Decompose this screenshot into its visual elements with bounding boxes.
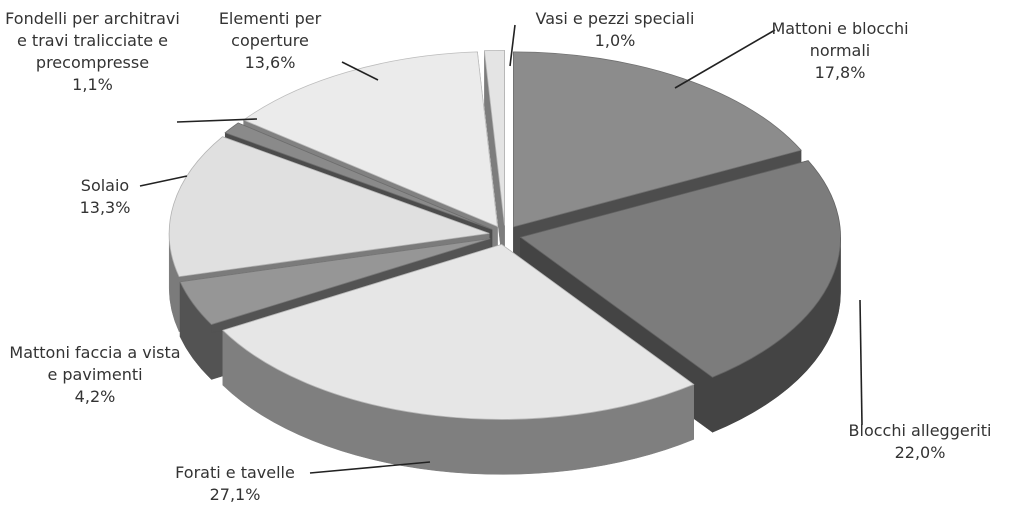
pie-slice <box>179 238 491 325</box>
label-name: Forati e tavelle <box>175 463 295 482</box>
label-name: Elementi per coperture <box>218 9 322 50</box>
leader-line <box>309 461 431 474</box>
slice-label: Forati e tavelle 27,1% <box>140 462 330 506</box>
leader-line <box>509 24 516 67</box>
label-value: 13,3% <box>79 198 131 217</box>
label-value: 13,6% <box>244 53 296 72</box>
pie-slice <box>483 49 505 226</box>
pie-slice <box>168 136 490 278</box>
label-name: Solaio <box>80 176 130 195</box>
label-name: Fondelli per architravi e travi tralicci… <box>5 9 180 72</box>
slice-label: Elementi per coperture 13,6% <box>205 8 335 74</box>
label-name: Vasi e pezzi speciali <box>535 9 695 28</box>
slice-label: Mattoni e blocchi normali 17,8% <box>755 18 925 84</box>
leader-line <box>859 299 863 426</box>
slice-label: Blocchi alleggeriti 22,0% <box>825 420 1012 464</box>
label-value: 17,8% <box>814 63 866 82</box>
pie-slice <box>242 51 498 228</box>
slice-label: Fondelli per architravi e travi tralicci… <box>5 8 180 96</box>
pie-slice <box>519 160 841 378</box>
slice-label: Mattoni faccia a vista e pavimenti 4,2% <box>5 342 185 408</box>
leader-line <box>139 175 188 187</box>
label-value: 22,0% <box>894 443 946 462</box>
leader-line <box>674 29 776 89</box>
label-value: 1,0% <box>594 31 636 50</box>
pie-slice <box>222 243 695 420</box>
label-name: Mattoni e blocchi normali <box>771 19 909 60</box>
label-value: 1,1% <box>72 75 113 94</box>
leader-lines <box>139 24 863 474</box>
slice-label: Solaio 13,3% <box>60 175 150 219</box>
label-value: 4,2% <box>74 387 116 406</box>
pie-slice <box>513 51 802 228</box>
label-value: 27,1% <box>209 485 261 504</box>
leader-line <box>341 61 379 81</box>
label-name: Blocchi alleggeriti <box>848 421 992 440</box>
pie-slice <box>224 122 493 230</box>
leader-line <box>176 118 258 123</box>
slice-label: Vasi e pezzi speciali 1,0% <box>510 8 720 52</box>
label-name: Mattoni faccia a vista e pavimenti <box>9 343 181 384</box>
